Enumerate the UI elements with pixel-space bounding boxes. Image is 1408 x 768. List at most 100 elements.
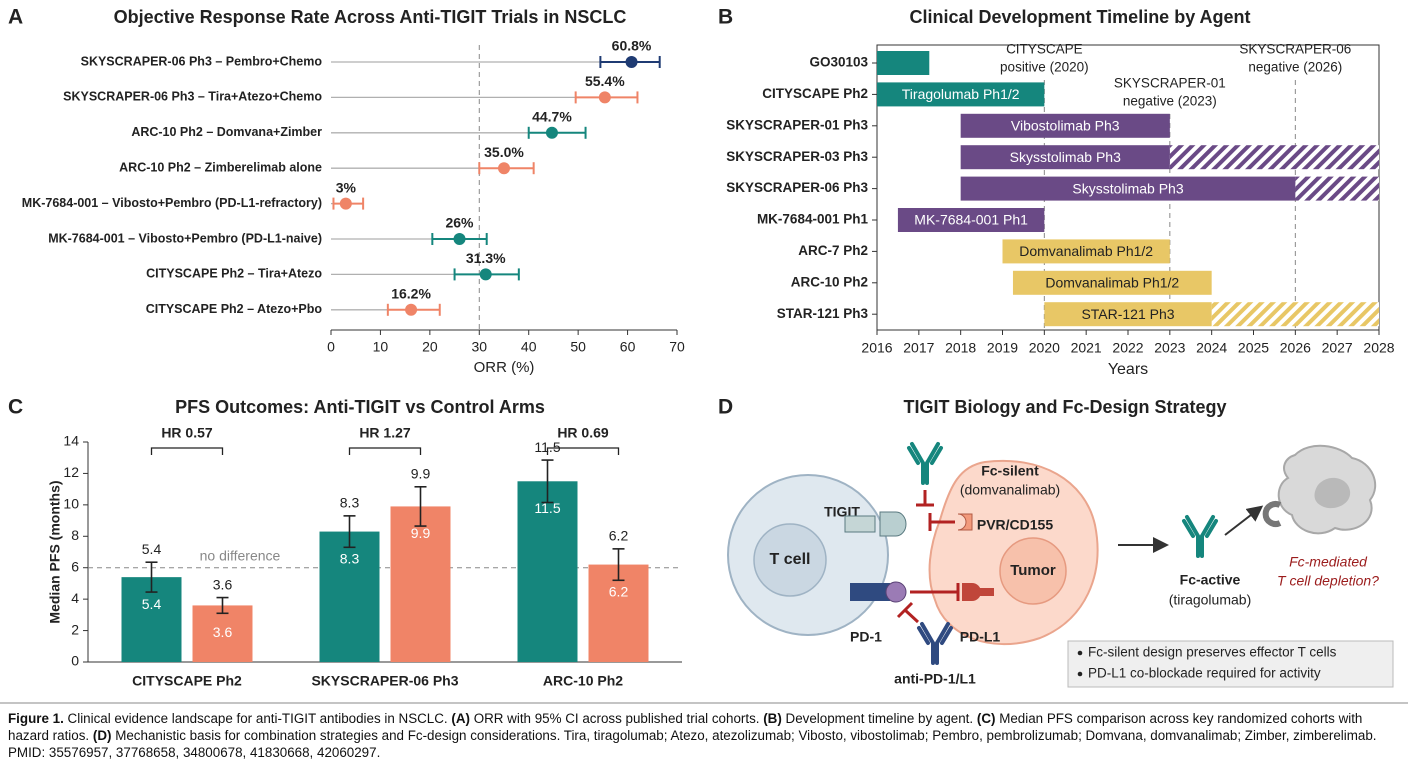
x-tick-label: 2027 (1322, 340, 1353, 356)
fc-receptor (1262, 501, 1282, 527)
bar (960, 145, 1170, 170)
x-tick-label: 2021 (1071, 340, 1102, 356)
diagram-title: TIGIT Biology and Fc-Design Strategy (903, 397, 1226, 417)
point (545, 126, 558, 139)
bar (390, 506, 451, 662)
value-label: 11.5 (534, 439, 560, 455)
arrow (1224, 505, 1264, 536)
category-label: STAR-121 Ph3 (777, 306, 869, 321)
label: PD-1 (850, 629, 882, 645)
category-label: CITYSCAPE Ph2 (762, 86, 868, 101)
antibody (917, 622, 953, 665)
pd1-receptor (850, 583, 890, 601)
label: Fc-active (1180, 572, 1241, 588)
pdl1-ligand (972, 588, 994, 596)
event-label: negative (2023) (1123, 94, 1217, 109)
x-axis-label: Years (1108, 361, 1148, 378)
value-label: 60.8% (612, 38, 652, 54)
hr-label: HR 0.69 (557, 425, 609, 441)
value-label: 55.4% (585, 73, 625, 89)
y-axis-label: Median PFS (months) (47, 480, 63, 623)
y-tick-label: 10 (63, 496, 79, 512)
value-label: 26% (445, 215, 474, 231)
bullet (1077, 671, 1083, 677)
y-tick-label: 0 (71, 653, 79, 669)
caption-label: (B) (763, 711, 782, 726)
bar (960, 176, 1296, 201)
caption-text: Clinical evidence landscape for anti-TIG… (67, 711, 448, 726)
note: Fc-silent design preserves effector T ce… (1088, 645, 1337, 660)
bar-label: Vibostolimab Ph3 (1011, 118, 1120, 134)
label: PD-L1 (960, 629, 1001, 645)
bar (877, 82, 1045, 107)
label: T cell depletion? (1277, 573, 1379, 589)
value-label: 3% (336, 179, 357, 195)
x-tick-label: 0 (327, 339, 335, 355)
caption-text: Development timeline by agent. (785, 711, 974, 726)
projected-bar (1211, 302, 1379, 327)
t-cell-nucleus (753, 523, 827, 597)
pvr-ligand (957, 513, 973, 531)
chart-title: PFS Outcomes: Anti-TIGIT vs Control Arms (175, 397, 545, 417)
category-label: SKYSCRAPER-06 Ph3 (726, 180, 868, 195)
bar-label: STAR-121 Ph3 (1081, 306, 1174, 322)
point (339, 197, 352, 210)
caption-label: (C) (976, 711, 996, 726)
label: anti-PD-1/L1 (894, 671, 976, 687)
value-label-inside: 3.6 (213, 624, 233, 640)
bar (1044, 302, 1212, 327)
caption: Figure 1. Clinical evidence landscape fo… (8, 710, 1400, 761)
panel-label: B (718, 6, 733, 29)
value-label: 44.7% (532, 109, 572, 125)
category-label: ARC-7 Ph2 (798, 243, 868, 258)
label: Tumor (1010, 562, 1056, 579)
x-tick-label: CITYSCAPE Ph2 (132, 673, 242, 689)
label: PVR/CD155 (977, 517, 1053, 533)
chart-title: Clinical Development Timeline by Agent (909, 7, 1250, 27)
bar-label: Domvanalimab Ph1/2 (1045, 275, 1179, 291)
hr-label: HR 0.57 (161, 425, 213, 441)
notes-box (1067, 640, 1394, 688)
hr-bracket (150, 447, 224, 455)
bar-label: MK-7684-001 Ph1 (914, 212, 1028, 228)
value-label-inside: 6.2 (609, 583, 629, 599)
x-tick-label: 50 (570, 339, 586, 355)
panel-label: D (718, 396, 733, 419)
projected-bar (1295, 176, 1379, 201)
category-label: ARC-10 Ph2 (791, 274, 868, 289)
pd1-head (885, 581, 907, 603)
x-tick-label: 2019 (987, 340, 1018, 356)
category-label: SKYSCRAPER-06 Ph3 – Pembro+Chemo (81, 54, 323, 68)
value-label: 5.4 (142, 541, 162, 557)
x-tick-label: 2028 (1363, 340, 1394, 356)
point (405, 303, 418, 316)
label: Fc-mediated (1289, 554, 1368, 570)
caption-text: Median PFS comparison across key randomi… (8, 711, 1363, 743)
y-tick-label: 8 (71, 527, 79, 543)
bullet (1077, 650, 1083, 656)
x-tick-label: 2023 (1154, 340, 1185, 356)
diagram: T cell Tumor TIGIT PVR/CD155 Fc-silent (… (727, 442, 1394, 688)
caption-text: ORR with 95% CI across published trial c… (473, 711, 760, 726)
value-label: 31.3% (466, 250, 506, 266)
value-label-inside: 5.4 (142, 596, 162, 612)
event-label: positive (2020) (1000, 60, 1089, 75)
bar (877, 51, 930, 75)
bar (517, 481, 578, 662)
x-tick-label: 2016 (861, 340, 892, 356)
x-tick-label: 2020 (1029, 340, 1060, 356)
inhibit (896, 601, 914, 619)
bar-label: Skysstolimab Ph3 (1010, 149, 1121, 165)
label: (tiragolumab) (1169, 592, 1251, 608)
event-label: CITYSCAPE (1006, 42, 1083, 57)
caption-text: Mechanistic basis for combination strate… (8, 728, 1377, 760)
category-label: GO30103 (809, 55, 868, 70)
category-label: SKYSCRAPER-03 Ph3 (726, 149, 868, 164)
tigit-receptor (879, 511, 907, 537)
bar (960, 113, 1170, 138)
figure: A Objective Response Rate Across Anti-TI… (0, 6, 1408, 704)
x-tick-label: SKYSCRAPER-06 Ph3 (311, 673, 458, 689)
value-label-inside: 9.9 (411, 525, 431, 541)
category-label: CITYSCAPE Ph2 – Tira+Atezo (146, 267, 322, 281)
